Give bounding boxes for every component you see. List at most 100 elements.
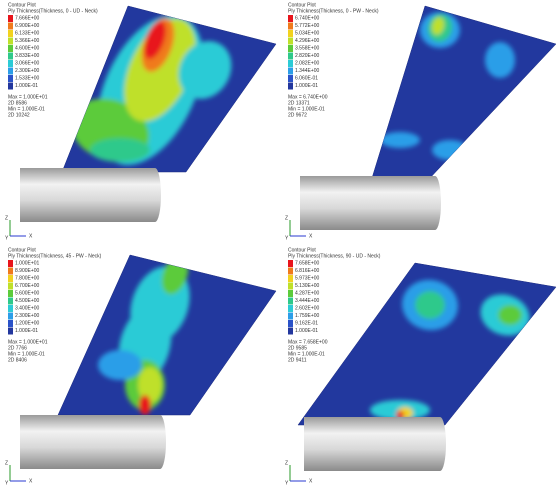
legend-label: 6.740E+00 <box>295 15 320 21</box>
cylinder-end <box>429 176 441 230</box>
legend-swatch <box>288 68 293 75</box>
extreme-label: 2D 9411 <box>288 357 307 363</box>
legend-label: 4.287E+00 <box>295 290 320 296</box>
legend-label: 3.833E+00 <box>15 53 40 59</box>
legend-swatch <box>8 68 13 75</box>
triad-label: X <box>309 478 313 484</box>
cylinder <box>20 168 155 222</box>
legend-swatch <box>8 30 13 37</box>
legend-swatch <box>288 298 293 305</box>
triad-label: Y <box>285 235 289 241</box>
legend-label: 9.162E-01 <box>295 320 318 326</box>
triad-label: Z <box>5 215 8 221</box>
legend-swatch <box>288 15 293 22</box>
legend-swatch <box>8 328 13 335</box>
legend-label: 5.130E+00 <box>295 283 320 289</box>
contour-blob <box>380 132 420 148</box>
triad-label: X <box>309 233 313 239</box>
cylinder-end <box>154 415 166 469</box>
cylinder <box>300 176 435 230</box>
cylinder-end <box>434 417 446 471</box>
legend-label: 6.060E-01 <box>295 75 318 81</box>
legend-label: 2.820E+00 <box>295 53 320 59</box>
legend-label: 5.600E+00 <box>15 290 40 296</box>
legend-label: 1.000E+01 <box>15 260 40 266</box>
triad-label: Y <box>5 235 9 241</box>
legend-swatch <box>288 38 293 45</box>
contour-plots: Contour PlotPly Thickness(Thickness, 0 -… <box>0 0 559 489</box>
contour-blob <box>485 42 515 78</box>
legend-label: 7.666E+00 <box>15 15 40 21</box>
plot-subtitle: Ply Thickness(Thickness, 90 - UD - Neck) <box>288 253 381 259</box>
legend-label: 5.772E+00 <box>295 23 320 29</box>
legend-label: 3.558E+00 <box>295 45 320 51</box>
legend-swatch <box>8 260 13 267</box>
legend-label: 2.300E+00 <box>15 313 40 319</box>
legend-swatch <box>8 320 13 327</box>
legend-label: 8.900E+00 <box>15 268 40 274</box>
legend-label: 2.300E+00 <box>15 68 40 74</box>
legend-label: 7.800E+00 <box>15 275 40 281</box>
contour-blob <box>415 291 445 319</box>
legend-label: 4.296E+00 <box>295 38 320 44</box>
legend-label: 1.000E-01 <box>15 83 38 89</box>
legend-swatch <box>8 298 13 305</box>
legend-swatch <box>8 313 13 320</box>
plot-subtitle: Ply Thickness(Thickness, 0 - PW - Neck) <box>288 8 379 14</box>
legend-swatch <box>8 283 13 290</box>
legend-swatch <box>288 275 293 282</box>
legend-swatch <box>8 53 13 60</box>
legend-label: 6.900E+00 <box>15 23 40 29</box>
legend-label: 3.066E+00 <box>15 60 40 66</box>
cylinder-end <box>149 168 161 222</box>
legend-swatch <box>8 60 13 67</box>
legend-swatch <box>288 53 293 60</box>
legend-swatch <box>8 75 13 82</box>
legend-label: 1.200E+00 <box>15 320 40 326</box>
legend-label: 1.000E-01 <box>295 83 318 89</box>
legend-swatch <box>8 83 13 90</box>
legend-label: 1.533E+00 <box>15 75 40 81</box>
legend-label: 1.344E+00 <box>295 68 320 74</box>
legend-label: 4.500E+00 <box>15 298 40 304</box>
legend-swatch <box>8 23 13 30</box>
extreme-label: 2D 10242 <box>8 112 30 118</box>
legend-label: 5.366E+00 <box>15 38 40 44</box>
legend-swatch <box>288 268 293 275</box>
plate <box>372 6 556 178</box>
legend-swatch <box>288 320 293 327</box>
legend-label: 6.816E+00 <box>295 268 320 274</box>
legend-swatch <box>288 305 293 312</box>
legend-swatch <box>8 275 13 282</box>
legend-swatch <box>8 305 13 312</box>
cylinder <box>304 417 440 471</box>
contour-blob <box>98 350 142 380</box>
legend-label: 1.759E+00 <box>295 313 320 319</box>
legend-label: 5.034E+00 <box>295 30 320 36</box>
legend-swatch <box>288 23 293 30</box>
legend-label: 6.700E+00 <box>15 283 40 289</box>
legend-label: 2.602E+00 <box>295 305 320 311</box>
triad-label: X <box>29 478 33 484</box>
legend-label: 3.400E+00 <box>15 305 40 311</box>
triad-label: X <box>29 233 33 239</box>
triad-label: Z <box>5 460 8 466</box>
contour-blob <box>139 395 151 415</box>
legend-label: 3.444E+00 <box>295 298 320 304</box>
legend-label: 2.082E+00 <box>295 60 320 66</box>
legend-label: 1.000E-01 <box>295 328 318 334</box>
legend-label: 5.973E+00 <box>295 275 320 281</box>
plot-subtitle: Ply Thickness(Thickness, 45 - PW - Neck) <box>8 253 102 259</box>
legend-label: 1.000E-01 <box>15 328 38 334</box>
legend-swatch <box>288 260 293 267</box>
contour-blob <box>90 138 150 162</box>
legend-swatch <box>288 45 293 52</box>
legend-swatch <box>288 290 293 297</box>
legend-swatch <box>288 313 293 320</box>
legend-swatch <box>288 83 293 90</box>
legend-swatch <box>288 328 293 335</box>
